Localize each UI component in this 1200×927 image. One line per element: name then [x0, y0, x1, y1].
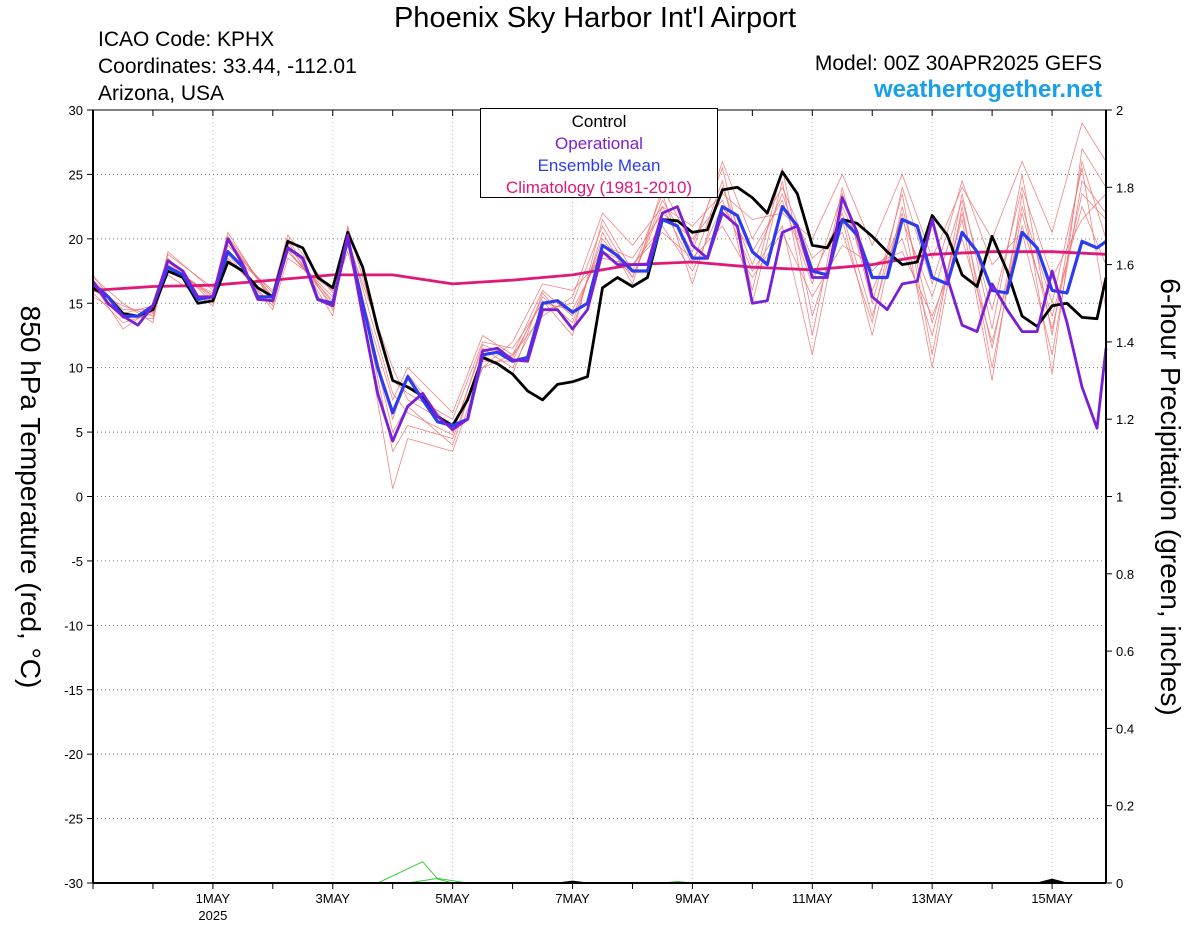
tick-label-right: 0.4: [1116, 721, 1134, 736]
page-title: Phoenix Sky Harbor Int'l Airport: [393, 2, 797, 34]
ensemble-member-line: [92, 121, 1107, 414]
tick-label-right: 0.2: [1116, 799, 1134, 814]
tick-label-x: 9MAY: [675, 891, 710, 906]
tick-label-x: 7MAY: [555, 891, 590, 906]
ensemble-member-line: [92, 205, 1107, 427]
y-axis-right-label: 6-hour Precipitation (green, inches): [1155, 278, 1186, 716]
tick-label-right: 0.6: [1116, 644, 1134, 659]
legend-item-mean: Ensemble Mean: [537, 156, 661, 175]
tick-label-left: 25: [69, 167, 83, 182]
ensemble-member-line: [92, 186, 1107, 436]
tick-label-right: 1.6: [1116, 258, 1134, 273]
tick-label-x: 1MAY: [196, 891, 231, 906]
legend-item-operational: Operational: [555, 134, 643, 153]
tick-label-left: 10: [69, 361, 83, 376]
icao-code: ICAO Code: KPHX: [98, 28, 275, 51]
precip-line: [377, 861, 453, 884]
region: Arizona, USA: [98, 82, 225, 105]
tick-label-right: 1: [1116, 490, 1123, 505]
tick-label-x: 13MAY: [911, 891, 953, 906]
tick-label-left: -15: [64, 683, 83, 698]
legend-item-control: Control: [571, 112, 627, 131]
tick-label-x: 3MAY: [316, 891, 351, 906]
tick-label-x: 11MAY: [792, 891, 833, 906]
tick-label-left: 5: [76, 425, 83, 440]
precip-line: [407, 877, 468, 884]
tick-label-right: 2: [1116, 103, 1123, 118]
tick-label-right: 1.8: [1116, 180, 1134, 195]
tick-label-left: -30: [64, 876, 83, 891]
tick-label-left: 15: [69, 296, 83, 311]
legend: Control Operational Ensemble Mean Climat…: [480, 108, 718, 198]
tick-label-left: 20: [69, 232, 83, 247]
tick-label-left: 0: [76, 490, 83, 505]
tick-label-left: -25: [64, 812, 83, 827]
tick-label-right: 1.4: [1116, 335, 1134, 350]
tick-label-x-sub: 2025: [198, 908, 227, 923]
tick-label-left: 30: [69, 103, 83, 118]
tick-labels: 302520151050-5-10-15-20-25-3021.81.61.41…: [64, 103, 1134, 923]
tick-label-right: 1.2: [1116, 412, 1134, 427]
legend-item-climatology: Climatology (1981-2010): [505, 178, 693, 197]
tick-label-left: -20: [64, 747, 83, 762]
main-series: [91, 170, 1108, 443]
tick-label-left: -5: [71, 554, 83, 569]
ensemble-member-line: [92, 160, 1107, 433]
tick-label-x: 5MAY: [435, 891, 470, 906]
precip-series: [377, 861, 1068, 884]
series-line: [92, 170, 1108, 428]
ensemble-member-line: [92, 167, 1107, 489]
tick-label-left: -10: [64, 618, 83, 633]
y-axis-left-label: 850 hPa Temperature (red, °C): [15, 305, 46, 689]
series-line: [91, 196, 1108, 443]
tick-label-right: 0.8: [1116, 567, 1134, 582]
tick-label-right: 0: [1116, 876, 1123, 891]
tick-label-x: 15MAY: [1031, 891, 1073, 906]
series-line: [91, 205, 1107, 428]
site-link[interactable]: weathertogether.net: [873, 76, 1102, 103]
coordinates: Coordinates: 33.44, -112.01: [98, 55, 357, 78]
model-run: Model: 00Z 30APR2025 GEFS: [814, 52, 1102, 75]
